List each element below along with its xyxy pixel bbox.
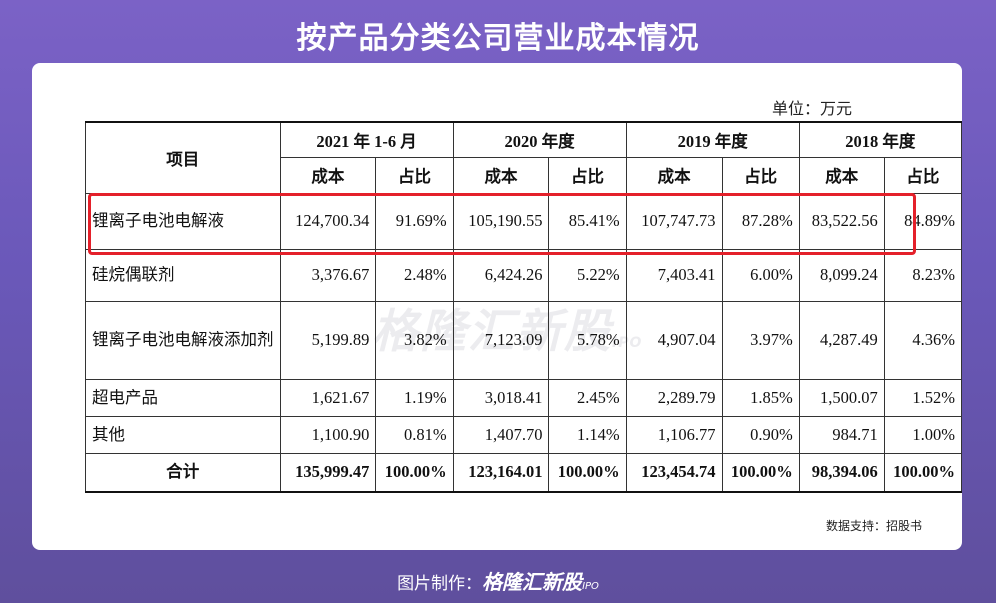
- cell-value: 100.00%: [721, 452, 800, 493]
- row-name: 超电产品: [85, 378, 281, 417]
- footer-credit: 图片制作：格隆汇新股IPO: [0, 566, 996, 595]
- cell-value: 107,747.73: [625, 192, 723, 250]
- header-cost: 成本: [279, 156, 377, 194]
- header-share: 占比: [548, 156, 627, 194]
- cell-value: 100.00%: [883, 452, 963, 493]
- header-share: 占比: [721, 156, 800, 194]
- cell-value: 98,394.06: [798, 452, 885, 493]
- header-share: 占比: [883, 156, 963, 194]
- row-name: 其他: [85, 415, 281, 454]
- footer-brand-suffix: IPO: [582, 581, 599, 592]
- cell-value: 3,018.41: [452, 378, 550, 417]
- footer-brand-logo: 格隆汇新股: [482, 570, 583, 594]
- cell-value: 135,999.47: [279, 452, 377, 493]
- header-item: 项目: [85, 121, 281, 194]
- table-row: 其他 1,100.90 0.81% 1,407.70 1.14% 1,106.7…: [85, 415, 963, 454]
- cell-value: 2.45%: [548, 378, 627, 417]
- header-cost: 成本: [798, 156, 885, 194]
- header-row-metrics: 成本 占比 成本 占比 成本 占比 成本 占比: [86, 156, 963, 194]
- cell-value: 8.23%: [883, 248, 963, 302]
- table-row-total: 合计 135,999.47 100.00% 123,164.01 100.00%…: [85, 452, 963, 493]
- cell-value: 0.81%: [375, 415, 454, 454]
- row-name: 锂离子电池电解液: [85, 192, 281, 250]
- cell-value: 1.00%: [883, 415, 963, 454]
- cell-value: 124,700.34: [279, 192, 377, 250]
- cell-value: 3.97%: [721, 300, 800, 380]
- cell-value: 1.19%: [375, 378, 454, 417]
- cell-value: 1.14%: [548, 415, 627, 454]
- cost-table: 项目 2021 年 1-6 月 2020 年度 2019 年度 2018 年度 …: [85, 121, 963, 493]
- content-card: 单位：万元 格隆汇新股IPO 项目 2021 年 1-6 月 2020 年度 2…: [32, 63, 963, 550]
- cell-value: 84.89%: [883, 192, 963, 250]
- cell-value: 85.41%: [548, 192, 627, 250]
- cell-value: 1.85%: [721, 378, 800, 417]
- cell-value: 83,522.56: [798, 192, 885, 250]
- row-name: 锂离子电池电解液添加剂: [85, 300, 281, 380]
- cell-value: 1,106.77: [625, 415, 723, 454]
- cell-value: 1.52%: [883, 378, 963, 417]
- cell-value: 7,123.09: [452, 300, 550, 380]
- header-period: 2019 年度: [625, 121, 800, 158]
- cell-value: 6.00%: [721, 248, 800, 302]
- cell-value: 105,190.55: [452, 192, 550, 250]
- cell-value: 4.36%: [883, 300, 963, 380]
- cell-value: 5.22%: [548, 248, 627, 302]
- cell-value: 1,407.70: [452, 415, 550, 454]
- header-cost: 成本: [452, 156, 550, 194]
- cell-value: 3,376.67: [279, 248, 377, 302]
- footer-label: 图片制作：: [397, 574, 483, 594]
- cell-value: 100.00%: [375, 452, 454, 493]
- cell-value: 2.48%: [375, 248, 454, 302]
- header-period: 2018 年度: [798, 121, 963, 158]
- row-name: 合计: [85, 452, 281, 493]
- cell-value: 1,500.07: [798, 378, 885, 417]
- cell-value: 3.82%: [375, 300, 454, 380]
- table-row: 硅烷偶联剂 3,376.67 2.48% 6,424.26 5.22% 7,40…: [85, 248, 963, 302]
- cell-value: 4,287.49: [798, 300, 885, 380]
- page-title: 按产品分类公司营业成本情况: [296, 21, 700, 56]
- row-name: 硅烷偶联剂: [85, 248, 281, 302]
- cell-value: 2,289.79: [625, 378, 723, 417]
- cell-value: 7,403.41: [625, 248, 723, 302]
- unit-label: 单位：万元: [771, 101, 852, 118]
- cell-value: 984.71: [798, 415, 885, 454]
- header-row-periods: 项目 2021 年 1-6 月 2020 年度 2019 年度 2018 年度: [85, 121, 963, 194]
- cell-value: 123,164.01: [452, 452, 550, 493]
- cell-value: 1,100.90: [279, 415, 377, 454]
- table-row: 锂离子电池电解液添加剂 5,199.89 3.82% 7,123.09 5.78…: [85, 300, 963, 380]
- header-period: 2020 年度: [452, 121, 627, 158]
- cell-value: 100.00%: [548, 452, 627, 493]
- cell-value: 1,621.67: [279, 378, 377, 417]
- cell-value: 6,424.26: [452, 248, 550, 302]
- cell-value: 123,454.74: [625, 452, 723, 493]
- cell-value: 5,199.89: [279, 300, 377, 380]
- cell-value: 87.28%: [721, 192, 800, 250]
- table-row: 锂离子电池电解液 124,700.34 91.69% 105,190.55 85…: [85, 192, 963, 250]
- source-note: 数据支持：招股书: [825, 519, 922, 533]
- cell-value: 5.78%: [548, 300, 627, 380]
- cell-value: 91.69%: [375, 192, 454, 250]
- cell-value: 0.90%: [721, 415, 800, 454]
- header-cost: 成本: [625, 156, 723, 194]
- cell-value: 4,907.04: [625, 300, 723, 380]
- table-row: 超电产品 1,621.67 1.19% 3,018.41 2.45% 2,289…: [85, 378, 963, 417]
- header-share: 占比: [375, 156, 454, 194]
- header-period: 2021 年 1-6 月: [279, 121, 454, 158]
- cell-value: 8,099.24: [798, 248, 885, 302]
